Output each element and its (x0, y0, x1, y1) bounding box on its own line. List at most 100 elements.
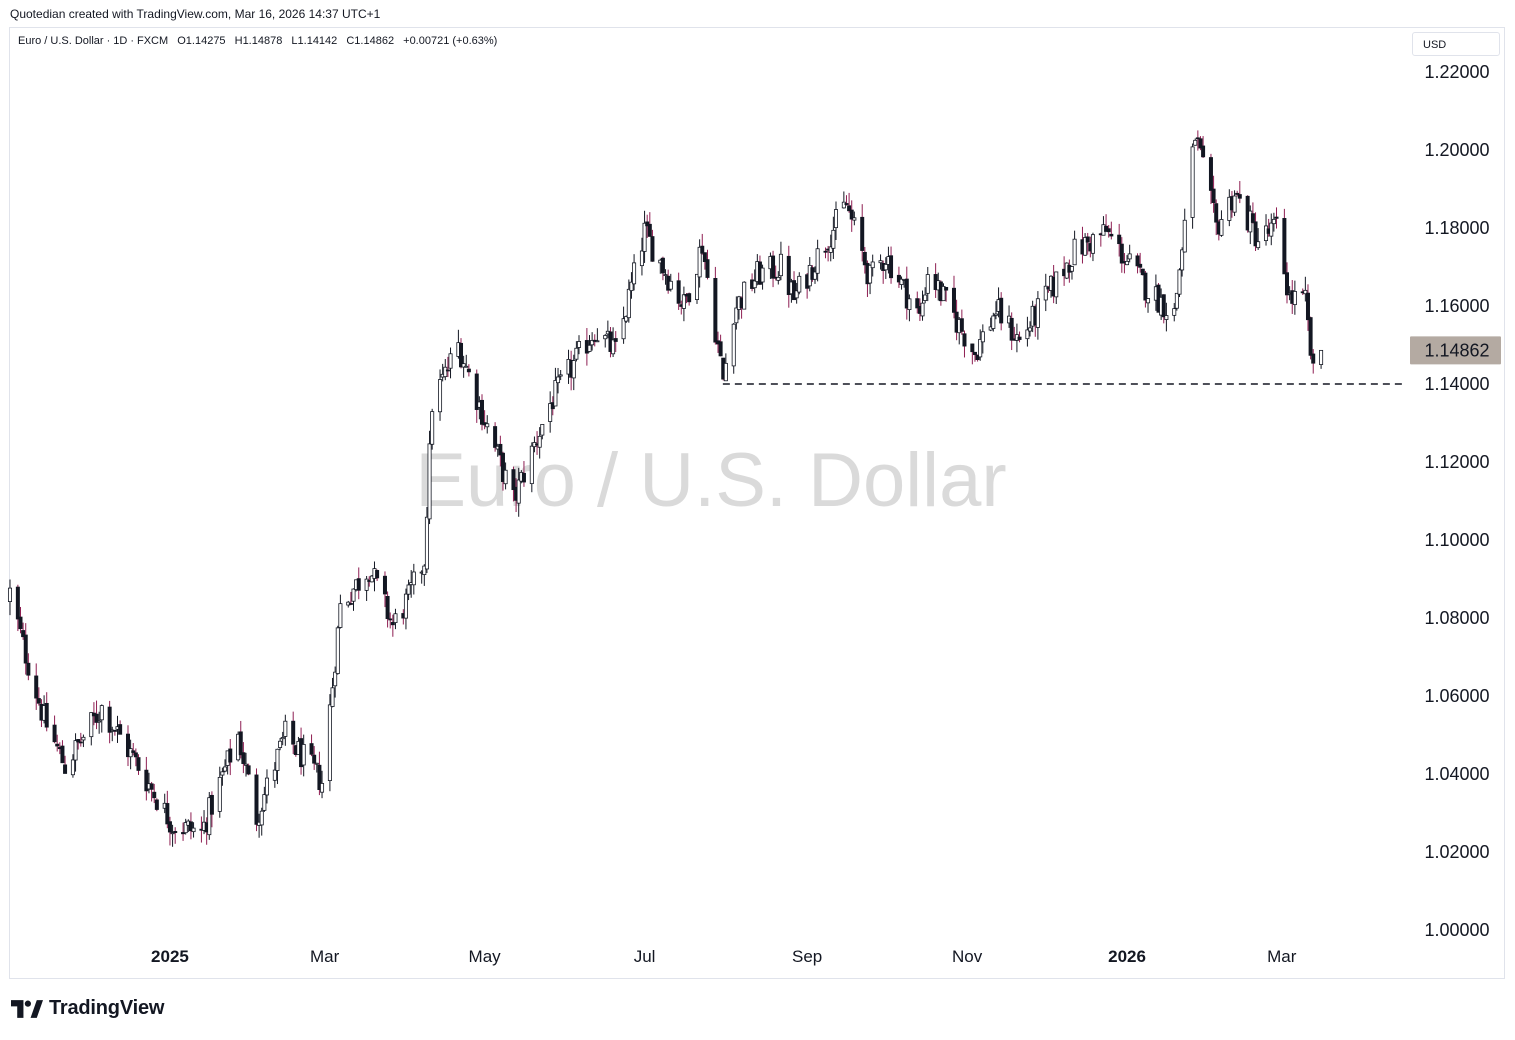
candle-body (241, 752, 246, 764)
candle-body (136, 757, 141, 771)
candle-body (603, 335, 608, 340)
candle-body (364, 578, 369, 591)
candle-body (668, 280, 673, 290)
price-axis-label: 1.06000 (1424, 686, 1489, 706)
candle-body (1269, 222, 1274, 237)
candle-body (262, 794, 267, 811)
candle-body (1125, 260, 1130, 266)
candle-body (1009, 317, 1014, 341)
candle-body (317, 764, 322, 790)
candle-body (165, 803, 170, 825)
candle-body (1285, 272, 1290, 296)
candle-body (1146, 298, 1151, 304)
candle-body (1085, 236, 1090, 243)
candle-body (97, 720, 102, 723)
candle-body (55, 743, 60, 747)
candle-body (21, 630, 26, 638)
close-value: C1.14862 (346, 35, 395, 47)
candle-body (351, 588, 356, 602)
candle-body (23, 634, 28, 664)
candle-body (34, 675, 39, 699)
candle-body (152, 791, 157, 799)
candle-body (485, 423, 490, 428)
time-axis-label: May (469, 947, 502, 966)
candle-body (516, 479, 521, 504)
interval-label[interactable]: 1D (113, 35, 128, 47)
candle-body (1208, 157, 1213, 191)
candle-body (7, 587, 12, 602)
candle-body (571, 360, 576, 379)
candle-body (920, 302, 925, 317)
candle-body (393, 613, 398, 623)
candle-body (975, 354, 980, 361)
candle-body (941, 286, 946, 302)
symbol-name[interactable]: Euro / U.S. Dollar (18, 35, 104, 47)
candle-body (191, 827, 196, 833)
candle-body (479, 399, 484, 425)
candle-body (878, 260, 883, 264)
candle-body (309, 743, 314, 755)
candle-body (314, 762, 319, 765)
candle-body (844, 203, 849, 205)
candle-body (181, 832, 186, 835)
candle-body (944, 286, 949, 291)
candle-body (731, 323, 736, 367)
candle-body (133, 752, 138, 758)
candle-body (1237, 194, 1242, 199)
candle-body (327, 704, 332, 782)
candle-body (170, 832, 175, 835)
candle-body (681, 294, 686, 309)
tradingview-brand[interactable]: TradingView (11, 997, 164, 1020)
candle-body (283, 720, 288, 737)
currency-selector[interactable]: USD (1412, 32, 1500, 56)
candle-body (951, 287, 956, 313)
candle-body (511, 469, 516, 491)
candle-body (461, 363, 466, 368)
candle-body (445, 369, 450, 372)
candle-body (1232, 195, 1237, 213)
price-axis-label: 1.22000 (1424, 62, 1489, 82)
candle-body (899, 278, 904, 285)
candle-body (1028, 327, 1033, 332)
candle-body (813, 271, 818, 280)
candle-body (713, 278, 718, 343)
time-axis[interactable]: 2025 Mar May Jul Sep Nov 2026 Mar (151, 947, 1297, 966)
candle-body (870, 261, 875, 269)
candle-body (1201, 145, 1206, 158)
candle-body (529, 445, 534, 485)
candle-body (556, 376, 561, 384)
chart-frame (9, 27, 1505, 979)
candle-body (849, 209, 854, 220)
candle-body (613, 338, 618, 342)
candle-body (1117, 234, 1122, 245)
candle-body (991, 315, 996, 329)
candle-body (723, 362, 728, 382)
candle-body (301, 744, 306, 766)
candle-body (548, 403, 553, 422)
candle-body (144, 769, 149, 792)
time-axis-label: Mar (310, 947, 340, 966)
candle-body (335, 627, 340, 674)
price-axis-label: 1.02000 (1424, 842, 1489, 862)
candle-body (828, 246, 833, 253)
candle-body (760, 267, 765, 283)
candle-body (356, 578, 361, 591)
candle-body (1164, 315, 1169, 320)
tradingview-logo-icon (11, 999, 43, 1018)
candle-body (183, 822, 188, 834)
candle-body (188, 821, 193, 832)
candle-body (629, 281, 634, 292)
candle-body (687, 293, 692, 303)
candle-body (540, 424, 545, 436)
candle-body (632, 262, 637, 285)
low-value: L1.14142 (291, 35, 338, 47)
candle-body (621, 318, 626, 340)
candle-body (149, 783, 154, 790)
candle-body (411, 571, 416, 586)
candle-body (330, 687, 335, 707)
candle-body (1054, 271, 1059, 298)
candle-body (52, 724, 57, 743)
price-axis[interactable]: 1.00000 1.02000 1.04000 1.06000 1.08000 1.100… (1424, 62, 1489, 940)
last-price-value: 1.14862 (1424, 340, 1489, 360)
